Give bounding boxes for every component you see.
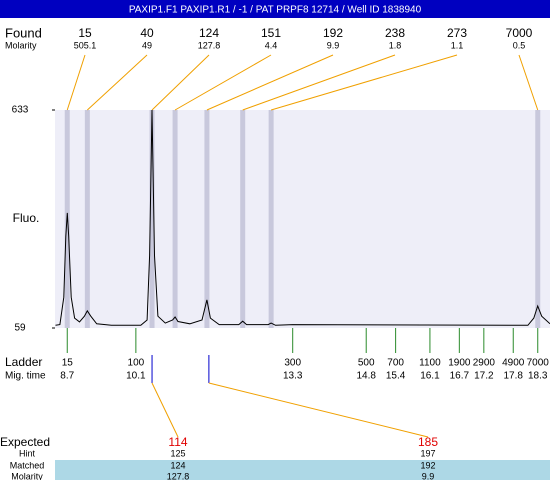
plot-area (55, 110, 550, 328)
peak-band (172, 110, 178, 328)
ladder-size: 1900 (448, 358, 471, 369)
peak-connector (66, 54, 86, 111)
peak-band (268, 110, 274, 328)
ladder-time: 17.8 (504, 371, 524, 382)
ladder-time: 18.3 (528, 371, 548, 382)
peak-connector (270, 54, 458, 111)
ladder-size: 100 (128, 358, 145, 369)
found-size: 273 (447, 26, 467, 40)
table-hint: 197 (420, 448, 435, 458)
ladder-size: 2900 (473, 358, 496, 369)
found-size: 124 (199, 26, 219, 40)
found-molarity: 127.8 (198, 40, 221, 50)
ladder-time: 13.3 (283, 371, 303, 382)
table-matched: 192 (420, 460, 435, 470)
found-size: 7000 (506, 26, 533, 40)
peak-band (204, 110, 210, 328)
header-title: PAXIP1.F1 PAXIP1.R1 / -1 / PAT PRPF8 127… (129, 5, 422, 16)
matched-band (55, 460, 550, 480)
table-matched: 124 (170, 460, 185, 470)
ladder-label: Ladder (5, 355, 42, 369)
found-molarity: 505.1 (74, 40, 97, 50)
found-size: 15 (78, 26, 92, 40)
found-label: Found (5, 25, 42, 40)
y-axis-label: Fluo. (13, 211, 40, 225)
found-size: 40 (140, 26, 154, 40)
y-tick-label: 633 (12, 105, 29, 116)
ladder-time: 8.7 (60, 371, 74, 382)
row-label: Matched (10, 460, 45, 470)
table-expected: 185 (418, 435, 438, 449)
ladder-time: 14.8 (356, 371, 376, 382)
table-molarity: 127.8 (167, 471, 190, 480)
found-size: 151 (261, 26, 281, 40)
mig-time-label: Mig. time (5, 371, 46, 382)
trace-line (55, 109, 550, 326)
peak-band (240, 110, 246, 328)
ladder-size: 500 (358, 358, 375, 369)
ladder-size: 700 (387, 358, 404, 369)
ladder-time: 15.4 (386, 371, 406, 382)
row-label: Hint (19, 448, 36, 458)
row-label: Expected (0, 435, 50, 449)
ladder-time: 16.1 (420, 371, 440, 382)
table-hint: 125 (170, 448, 185, 458)
expected-connector (151, 382, 179, 438)
peak-connector (518, 54, 539, 111)
peak-connector (87, 54, 148, 111)
ladder-time: 17.2 (474, 371, 494, 382)
molarity-label: Molarity (5, 40, 37, 50)
table-molarity: 9.9 (422, 471, 435, 480)
ladder-size: 15 (62, 358, 74, 369)
ladder-size: 7000 (527, 358, 550, 369)
row-label: Molarity (11, 471, 43, 480)
peak-band (535, 110, 541, 328)
peak-band (84, 110, 90, 328)
table-expected: 114 (168, 435, 187, 449)
peak-connector (174, 54, 272, 111)
ladder-size: 4900 (502, 358, 525, 369)
found-molarity: 4.4 (265, 40, 278, 50)
peak-band (149, 110, 155, 328)
ladder-time: 10.1 (126, 371, 146, 382)
found-molarity: 1.1 (451, 40, 464, 50)
peak-connector (206, 54, 334, 111)
peak-connector (151, 54, 210, 111)
y-tick-label: 59 (14, 323, 26, 334)
found-molarity: 49 (142, 40, 152, 50)
ladder-time: 16.7 (450, 371, 470, 382)
peak-connector (242, 54, 396, 111)
expected-connector (208, 382, 429, 438)
found-molarity: 9.9 (327, 40, 340, 50)
ladder-size: 1100 (419, 358, 441, 369)
found-molarity: 1.8 (389, 40, 402, 50)
found-size: 192 (323, 26, 343, 40)
header-bar (0, 0, 550, 18)
found-size: 238 (385, 26, 405, 40)
found-molarity: 0.5 (513, 40, 526, 50)
ladder-size: 300 (284, 358, 301, 369)
